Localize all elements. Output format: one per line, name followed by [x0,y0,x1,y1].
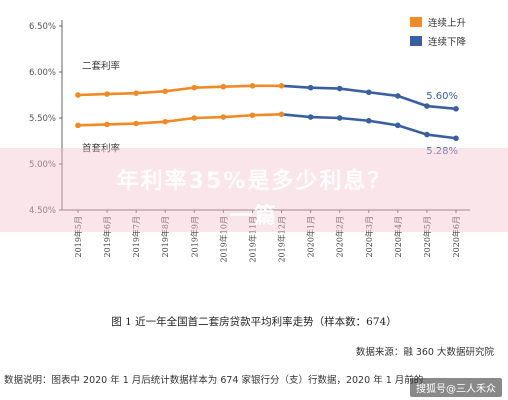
x-tick-label: 2019年9月 [189,216,199,257]
end-value-label: 5.60% [426,91,458,102]
data-point [453,106,459,112]
data-point [133,90,139,96]
line-chart: 4.50% 5.00% 5.50% 6.00% 6.50% 2019年5月 2019年6月 2… [29,17,470,263]
data-point [424,131,430,138]
series-line-rise [77,113,282,127]
y-tick-label: 6.50% [29,22,56,32]
x-tick-label: 2019年5月 [73,216,83,257]
legend-swatch-rise [410,17,422,27]
data-source: 数据来源：融 360 大数据研究院 [355,347,494,358]
data-point [395,122,401,129]
data-point [75,92,81,98]
data-point [104,91,110,97]
x-tick-label: 2020年4月 [393,216,403,257]
banner-title: 年利率35%是多少利息？ [116,169,392,194]
data-point [191,115,198,121]
data-point [75,122,81,129]
y-tick-label: 5.50% [29,114,56,124]
end-value-label: 5.28% [426,146,458,157]
data-note: 数据说明：图表中 2020 年 1 月后统计数据样本为 674 家银行分（支）行… [4,375,424,386]
data-point [162,88,169,95]
x-tick-label: 2020年1月 [306,216,316,257]
data-point [249,83,256,89]
y-tick-label: 5.00% [29,160,56,170]
banner-subtitle: 一篇 [229,204,278,229]
overlay-banner [0,148,508,232]
series-label: 首套利率 [82,142,121,154]
data-point [365,117,372,124]
y-tick-label: 6.00% [29,68,56,78]
figure-caption: 图 1 近一年全国首二套房贷款平均利率走势（样本数：674） [111,316,397,328]
watermark: 搜狐号@三人禾众 [410,378,502,397]
data-point [395,93,401,99]
x-tick-label: 2019年7月 [131,216,141,257]
data-point [453,135,459,142]
legend-label-rise: 连续上升 [428,17,467,29]
x-tick-label: 2020年3月 [364,216,374,257]
data-point [365,89,372,96]
x-tick-label: 2020年6月 [451,216,461,257]
series-label: 二套利率 [82,60,121,72]
x-tick-label: 2020年5月 [422,216,432,257]
x-tick-label: 2019年8月 [160,216,170,257]
data-point [220,83,227,90]
x-tick-label: 2019年11月 [247,216,257,263]
series-line-fall [281,113,457,140]
data-point [162,118,169,125]
x-tick-label: 2020年2月 [335,216,345,257]
legend-label-fall: 连续下降 [428,36,467,48]
data-point [191,84,198,91]
x-tick-label: 2019年12月 [277,216,287,263]
data-point [336,115,343,121]
y-tick-label: 4.50% [29,206,56,216]
legend-swatch-fall [410,36,422,46]
data-point [278,111,285,118]
data-point [104,121,110,128]
x-tick-label: 2019年6月 [102,216,112,257]
x-tick-label: 2019年10月 [218,216,228,263]
data-point [336,85,343,92]
data-point [249,112,256,119]
data-point [133,120,139,127]
data-point [278,83,285,89]
data-point [220,114,227,120]
data-point [424,103,430,109]
data-point [307,114,314,120]
data-point [307,84,314,91]
series-line-rise [77,84,282,97]
